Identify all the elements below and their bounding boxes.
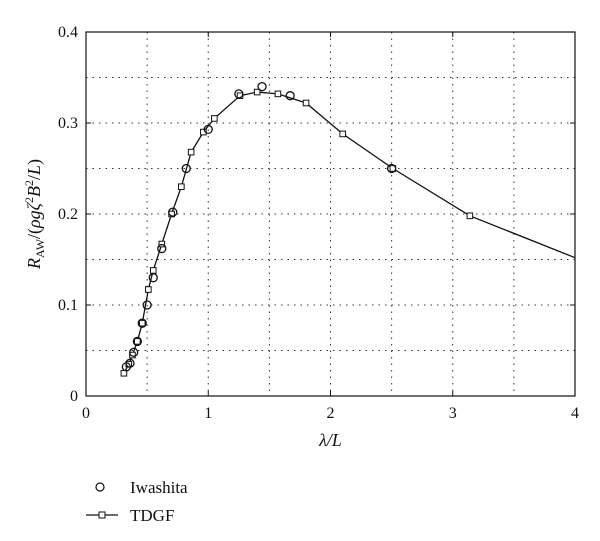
iwashita-marker <box>157 243 167 254</box>
axis-ticks: 0 1 2 3 4 0 0.1 0.2 0.3 0.4 <box>58 24 579 422</box>
y-axis-label: RAW/(ρgζ2B2/L) <box>22 159 47 270</box>
y-axis-label-text: RAW/(ρgζ2B2/L) <box>22 159 47 270</box>
y-tick-label: 0.3 <box>58 115 78 132</box>
tdgf-marker <box>134 338 141 345</box>
y-tick-label: 0.4 <box>58 24 78 41</box>
legend-marker-circle <box>95 482 105 492</box>
y-tick-label: 0.2 <box>58 206 78 223</box>
tdgf-marker <box>129 351 136 359</box>
grid-lines <box>86 32 575 396</box>
x-tick-label: 1 <box>204 405 212 422</box>
legend-label-iwashita: Iwashita <box>130 478 188 497</box>
legend-item-iwashita: Iwashita <box>95 478 188 497</box>
tdgf-marker <box>339 130 347 138</box>
legend-label-tdgf: TDGF <box>130 506 174 525</box>
tdgf-marker <box>211 115 218 122</box>
tdgf-marker <box>178 183 185 190</box>
y-axis-label-part: / <box>24 175 44 180</box>
tdgf-line <box>123 91 576 374</box>
iwashita-marker <box>129 347 139 357</box>
tdgf-marker <box>138 319 146 327</box>
y-axis-label-part: ρgζ <box>24 201 44 229</box>
series-iwashita <box>121 81 397 372</box>
y-axis-label-part: B <box>24 186 44 197</box>
iwashita-marker <box>285 91 295 101</box>
iwashita-marker <box>148 273 158 283</box>
iwashita-marker <box>137 318 147 328</box>
x-tick-label: 4 <box>571 405 579 422</box>
iwashita-marker <box>168 207 178 217</box>
y-axis-label-part: 2 <box>22 197 36 203</box>
y-axis-label-part: /( <box>24 228 45 239</box>
iwashita-marker <box>234 89 244 99</box>
tdgf-marker <box>274 90 282 98</box>
legend-item-tdgf: TDGF <box>86 506 174 525</box>
tdgf-marker <box>145 286 152 293</box>
iwashita-marker <box>181 163 191 174</box>
iwashita-marker <box>125 358 135 368</box>
y-axis-label-part: L <box>24 165 44 176</box>
series-tdgf <box>120 88 576 377</box>
legend: Iwashita TDGF <box>86 478 188 525</box>
x-tick-label: 3 <box>449 405 457 422</box>
tdgf-marker <box>302 99 310 107</box>
y-tick-label: 0 <box>70 388 78 405</box>
tdgf-marker <box>149 267 157 274</box>
iwashita-marker <box>142 300 152 310</box>
x-axis-label: λ/L <box>318 430 342 450</box>
iwashita-marker <box>386 163 397 174</box>
y-axis-label-part: AW <box>33 238 47 258</box>
iwashita-marker <box>132 336 142 347</box>
iwashita-marker <box>257 81 267 92</box>
tdgf-marker <box>200 128 207 136</box>
y-axis-label-part: 2 <box>22 180 36 186</box>
y-axis-label-part: ) <box>24 159 45 165</box>
tdgf-marker <box>187 148 195 156</box>
y-tick-label: 0.1 <box>58 297 78 314</box>
y-axis-label-part: R <box>24 258 44 270</box>
legend-marker-square <box>98 511 106 519</box>
tdgf-marker <box>466 212 474 220</box>
tdgf-marker <box>253 88 261 96</box>
x-tick-label: 0 <box>82 405 90 422</box>
x-tick-label: 2 <box>327 405 335 422</box>
iwashita-marker <box>203 124 213 135</box>
